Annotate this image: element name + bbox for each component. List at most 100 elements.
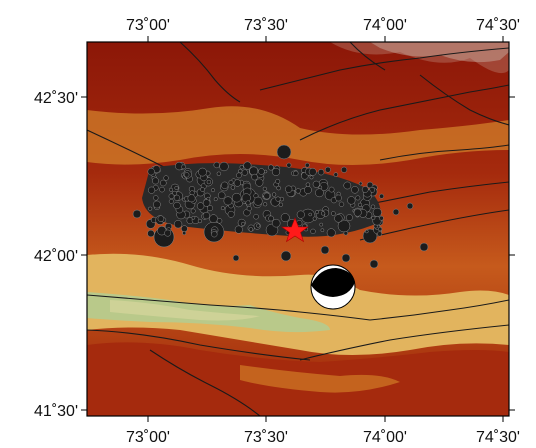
event	[238, 168, 243, 174]
lat-label: 42˚00'	[34, 248, 78, 265]
event	[243, 161, 252, 170]
event	[174, 185, 179, 191]
event	[148, 206, 153, 211]
event	[202, 199, 211, 207]
lon-label-top: 73˚30'	[244, 17, 288, 34]
event	[351, 186, 359, 194]
event	[209, 214, 218, 224]
event	[241, 221, 246, 226]
event	[173, 220, 183, 229]
event	[168, 193, 175, 200]
event	[181, 164, 186, 170]
event	[198, 167, 207, 177]
event	[253, 213, 259, 220]
event	[236, 172, 242, 179]
event	[163, 175, 169, 181]
northern-valley	[87, 106, 509, 165]
event	[213, 161, 220, 169]
event	[233, 179, 242, 187]
southern-plain	[87, 253, 509, 355]
event	[338, 201, 345, 207]
event	[262, 186, 267, 191]
event	[280, 213, 290, 223]
event	[206, 179, 212, 185]
event	[271, 192, 277, 197]
lon-label-bottom: 73˚00'	[126, 429, 170, 446]
event	[278, 202, 283, 207]
event	[343, 230, 349, 236]
event	[157, 215, 165, 222]
valley-floor-light	[110, 300, 260, 321]
event	[164, 229, 172, 237]
topography-layer	[87, 42, 509, 416]
event	[173, 194, 180, 201]
event	[276, 185, 281, 191]
lat-label: 41˚30'	[34, 403, 78, 420]
event	[315, 188, 324, 198]
event	[211, 231, 218, 238]
event	[153, 200, 161, 209]
event	[220, 206, 225, 211]
event	[211, 188, 215, 193]
event	[196, 202, 205, 210]
event	[217, 191, 226, 200]
event	[263, 192, 271, 200]
event	[317, 169, 325, 176]
event	[181, 225, 188, 233]
event	[197, 218, 203, 224]
event	[345, 214, 353, 222]
event	[200, 187, 205, 192]
event	[245, 200, 251, 206]
event	[377, 231, 383, 237]
event	[255, 178, 264, 187]
event	[304, 162, 310, 168]
event	[147, 168, 155, 176]
event	[303, 186, 312, 194]
event	[227, 210, 235, 218]
event	[295, 188, 301, 194]
event	[256, 223, 261, 228]
event	[320, 245, 330, 255]
event	[216, 171, 221, 176]
event	[147, 229, 155, 238]
event	[246, 206, 252, 212]
event	[341, 166, 348, 173]
event	[221, 181, 229, 189]
event	[132, 209, 142, 219]
event	[334, 214, 343, 223]
event	[377, 226, 383, 232]
event	[372, 207, 382, 217]
event	[308, 167, 317, 176]
event	[169, 187, 173, 192]
event	[152, 177, 159, 185]
event	[232, 254, 240, 262]
event	[280, 250, 292, 262]
event	[251, 173, 258, 181]
lon-label-bottom: 73˚30'	[244, 429, 288, 446]
event	[296, 210, 305, 219]
event	[330, 211, 336, 216]
event	[249, 166, 259, 176]
event	[216, 218, 223, 224]
event	[241, 169, 248, 176]
event	[190, 208, 196, 214]
event	[353, 208, 362, 217]
event	[267, 164, 274, 171]
event	[271, 167, 281, 176]
event	[358, 181, 363, 186]
event	[202, 211, 211, 220]
event	[328, 186, 335, 193]
event	[263, 202, 268, 207]
event	[219, 161, 229, 172]
event	[312, 180, 320, 188]
event	[365, 229, 369, 234]
event	[320, 228, 325, 233]
event	[326, 228, 336, 238]
event	[361, 186, 369, 193]
event	[148, 186, 156, 194]
event	[358, 202, 363, 207]
event	[309, 175, 314, 180]
event	[168, 198, 174, 204]
event	[319, 222, 324, 227]
